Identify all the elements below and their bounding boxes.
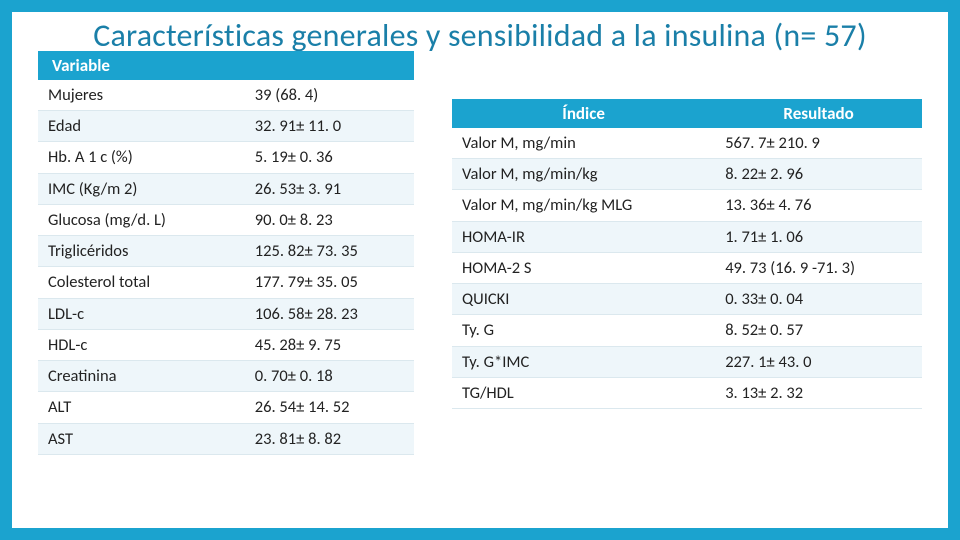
table-row: Mujeres39 (68. 4): [38, 80, 414, 111]
table-row: HOMA-2 S49. 73 (16. 9 -71. 3): [452, 252, 922, 283]
table-cell: Valor M, mg/min/kg MLG: [452, 190, 715, 221]
right-table-header-result: Resultado: [715, 99, 922, 128]
slide-frame: Características generales y sensibilidad…: [0, 0, 960, 540]
table-cell: 106. 58± 28. 23: [245, 298, 414, 329]
table-row: TG/HDL3. 13± 2. 32: [452, 377, 922, 408]
table-cell: 26. 54± 14. 52: [245, 392, 414, 423]
table-cell: ALT: [38, 392, 245, 423]
table-cell: 177. 79± 35. 05: [245, 267, 414, 298]
table-row: QUICKI0. 33± 0. 04: [452, 284, 922, 315]
table-row: Ty. G8. 52± 0. 57: [452, 315, 922, 346]
table-cell: 39 (68. 4): [245, 80, 414, 111]
table-row: IMC (Kg/m 2)26. 53± 3. 91: [38, 173, 414, 204]
table-row: Edad32. 91± 11. 0: [38, 111, 414, 142]
table-cell: QUICKI: [452, 284, 715, 315]
table-cell: HDL-c: [38, 329, 245, 360]
table-cell: 227. 1± 43. 0: [715, 346, 922, 377]
table-cell: 0. 33± 0. 04: [715, 284, 922, 315]
right-table-wrapper: Índice Resultado Valor M, mg/min567. 7± …: [452, 57, 922, 409]
table-row: Creatinina0. 70± 0. 18: [38, 361, 414, 392]
table-row: HDL-c45. 28± 9. 75: [38, 329, 414, 360]
left-table-header-blank: [245, 51, 414, 80]
table-cell: 90. 0± 8. 23: [245, 204, 414, 235]
table-cell: AST: [38, 423, 245, 454]
table-cell: Valor M, mg/min: [452, 128, 715, 159]
table-cell: 13. 36± 4. 76: [715, 190, 922, 221]
table-cell: 125. 82± 73. 35: [245, 236, 414, 267]
table-cell: HOMA-IR: [452, 221, 715, 252]
table-cell: 32. 91± 11. 0: [245, 111, 414, 142]
table-cell: HOMA-2 S: [452, 252, 715, 283]
table-cell: Ty. G*IMC: [452, 346, 715, 377]
table-cell: 8. 52± 0. 57: [715, 315, 922, 346]
table-row: AST23. 81± 8. 82: [38, 423, 414, 454]
table-row: Triglicéridos125. 82± 73. 35: [38, 236, 414, 267]
table-cell: Triglicéridos: [38, 236, 245, 267]
table-row: HOMA-IR1. 71± 1. 06: [452, 221, 922, 252]
table-cell: Colesterol total: [38, 267, 245, 298]
insulin-sensitivity-table: Índice Resultado Valor M, mg/min567. 7± …: [452, 99, 922, 409]
content-area: Variable Mujeres39 (68. 4)Edad32. 91± 11…: [12, 57, 948, 455]
table-cell: 1. 71± 1. 06: [715, 221, 922, 252]
table-cell: IMC (Kg/m 2): [38, 173, 245, 204]
table-row: Glucosa (mg/d. L)90. 0± 8. 23: [38, 204, 414, 235]
table-cell: LDL-c: [38, 298, 245, 329]
table-cell: 5. 19± 0. 36: [245, 142, 414, 173]
table-cell: 26. 53± 3. 91: [245, 173, 414, 204]
general-characteristics-table: Variable Mujeres39 (68. 4)Edad32. 91± 11…: [38, 51, 414, 455]
table-cell: 567. 7± 210. 9: [715, 128, 922, 159]
table-cell: TG/HDL: [452, 377, 715, 408]
table-cell: Creatinina: [38, 361, 245, 392]
table-cell: 3. 13± 2. 32: [715, 377, 922, 408]
table-row: Hb. A 1 c (%)5. 19± 0. 36: [38, 142, 414, 173]
table-row: ALT26. 54± 14. 52: [38, 392, 414, 423]
table-cell: 8. 22± 2. 96: [715, 159, 922, 190]
table-row: Ty. G*IMC227. 1± 43. 0: [452, 346, 922, 377]
table-cell: 45. 28± 9. 75: [245, 329, 414, 360]
table-cell: 23. 81± 8. 82: [245, 423, 414, 454]
left-table-body: Mujeres39 (68. 4)Edad32. 91± 11. 0Hb. A …: [38, 80, 414, 455]
right-table-header-index: Índice: [452, 99, 715, 128]
table-cell: Mujeres: [38, 80, 245, 111]
table-cell: Valor M, mg/min/kg: [452, 159, 715, 190]
table-row: Valor M, mg/min/kg MLG13. 36± 4. 76: [452, 190, 922, 221]
table-cell: Edad: [38, 111, 245, 142]
table-cell: 0. 70± 0. 18: [245, 361, 414, 392]
table-cell: Glucosa (mg/d. L): [38, 204, 245, 235]
table-cell: Hb. A 1 c (%): [38, 142, 245, 173]
table-row: Valor M, mg/min567. 7± 210. 9: [452, 128, 922, 159]
right-table-body: Valor M, mg/min567. 7± 210. 9Valor M, mg…: [452, 128, 922, 409]
table-cell: 49. 73 (16. 9 -71. 3): [715, 252, 922, 283]
table-row: Valor M, mg/min/kg8. 22± 2. 96: [452, 159, 922, 190]
table-row: LDL-c106. 58± 28. 23: [38, 298, 414, 329]
table-row: Colesterol total177. 79± 35. 05: [38, 267, 414, 298]
table-cell: Ty. G: [452, 315, 715, 346]
left-table-header-variable: Variable: [38, 51, 245, 80]
